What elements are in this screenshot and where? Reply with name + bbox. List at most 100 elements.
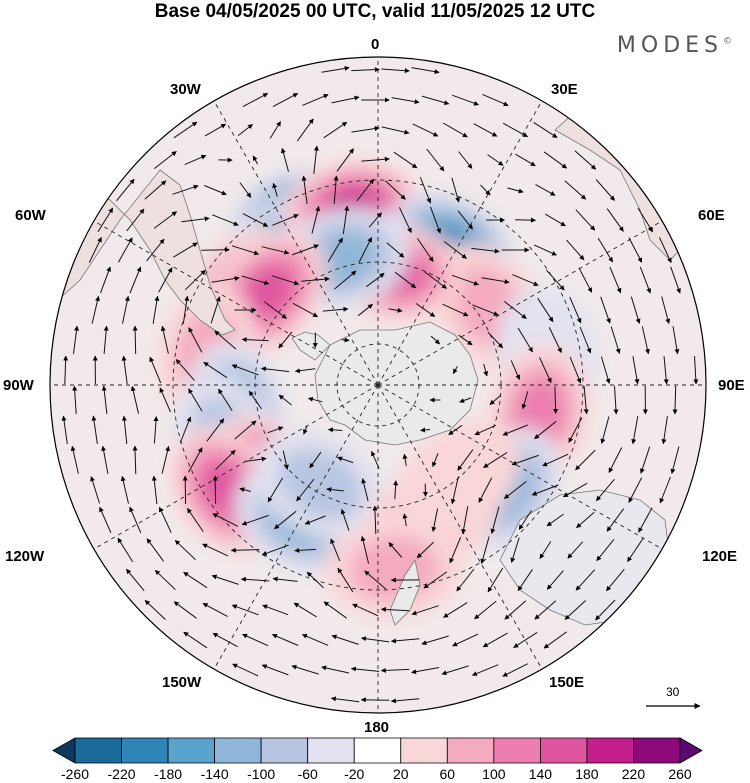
wind-vector (372, 505, 378, 534)
wind-vector (146, 238, 165, 262)
wind-vector (537, 298, 554, 323)
wind-vector (272, 214, 299, 226)
wind-vector (521, 391, 529, 410)
wind-vector (342, 205, 350, 234)
wind-vector (553, 386, 559, 414)
wind-vector (129, 266, 142, 294)
meridian-line (93, 220, 379, 386)
wind-vector (296, 118, 314, 142)
wind-vector (330, 538, 341, 562)
wind-vector (393, 151, 418, 169)
colorbar-tick-label: -180 (154, 766, 183, 782)
wind-vector (272, 576, 298, 582)
wind-vector (398, 207, 412, 234)
wind-vector (211, 574, 239, 585)
wind-vector (670, 266, 681, 294)
wind-vector (393, 480, 399, 500)
wind-vector (423, 271, 447, 289)
colorbar-tick-label: -20 (344, 766, 365, 782)
wind-vector (421, 635, 449, 646)
wind-vector (351, 67, 380, 73)
wind-vector (234, 420, 257, 440)
wind-vector (452, 633, 479, 647)
meridian-line (377, 220, 663, 386)
wind-vector (230, 547, 260, 553)
wind-vector (262, 604, 289, 616)
wind-vector (240, 576, 270, 582)
wind-vector (388, 542, 403, 558)
meridian-line (93, 384, 379, 550)
colorbar-swatch (679, 737, 703, 764)
wind-vector (663, 356, 669, 385)
wind-vector (261, 544, 289, 556)
colorbar-swatch (633, 737, 681, 764)
modes-logo: MODES© (616, 33, 732, 58)
wind-vector (302, 94, 329, 106)
wind-vector (307, 396, 323, 403)
wind-vector (533, 121, 558, 139)
wind-vector (337, 567, 354, 593)
wind-vector (267, 426, 284, 434)
wind-vector (487, 154, 504, 166)
wind-vector (510, 537, 520, 563)
colorbar-swatch (74, 737, 122, 764)
wind-vector (432, 453, 439, 468)
wind-vector (483, 363, 489, 377)
colorbar-tick-label: 260 (668, 766, 692, 782)
wind-vector (610, 326, 621, 354)
wind-vector (542, 453, 569, 467)
lon-label-90w: 90W (3, 377, 34, 394)
lon-label-30e: 30E (551, 81, 578, 98)
wind-vector (441, 665, 469, 676)
wind-vector (261, 246, 290, 255)
wind-vector (218, 388, 233, 412)
wind-vector (595, 478, 615, 502)
wind-vector (661, 296, 671, 324)
wind-vector (630, 296, 641, 324)
wind-vector (158, 506, 172, 533)
colorbar-swatch (400, 737, 448, 764)
wind-vector (391, 97, 420, 105)
wind-vector (292, 302, 319, 318)
wind-vector (331, 634, 359, 645)
colorbar-swatch (167, 737, 216, 764)
wind-vector (73, 325, 80, 354)
wind-vector (507, 187, 524, 194)
wind-vector (267, 477, 284, 503)
wind-vector (327, 427, 343, 433)
wind-vector (321, 65, 350, 73)
wind-vector (100, 266, 111, 294)
wind-vector (278, 394, 292, 406)
wind-vector (272, 92, 299, 108)
wind-vector (515, 217, 536, 223)
wind-vector (336, 148, 355, 172)
wind-vector (459, 397, 472, 403)
wind-vector (411, 667, 440, 675)
wind-vector (204, 185, 227, 196)
wind-vector (421, 95, 450, 106)
wind-vector (458, 334, 473, 346)
wind-vector (241, 275, 270, 286)
colorbar-tick-label: -220 (107, 766, 136, 782)
wind-vector (482, 93, 509, 107)
wind-vector (473, 123, 498, 137)
lon-label-120e: 120E (702, 548, 738, 565)
colorbar-swatch (353, 737, 402, 764)
wind-vector (188, 447, 203, 473)
wind-vector (606, 568, 625, 592)
wind-vector (430, 206, 441, 234)
wind-vector (693, 355, 699, 385)
wind-vector (202, 602, 228, 618)
wind-vector (631, 416, 639, 445)
wind-vector (472, 304, 499, 316)
wind-vector (511, 454, 539, 466)
wind-vector (239, 182, 252, 198)
wind-vector (411, 605, 439, 616)
wind-vector (515, 153, 536, 167)
wind-vector (628, 237, 643, 263)
wind-vector (632, 356, 640, 385)
wind-vector (504, 600, 527, 620)
wind-vector (600, 296, 611, 324)
wind-vector (161, 445, 170, 474)
